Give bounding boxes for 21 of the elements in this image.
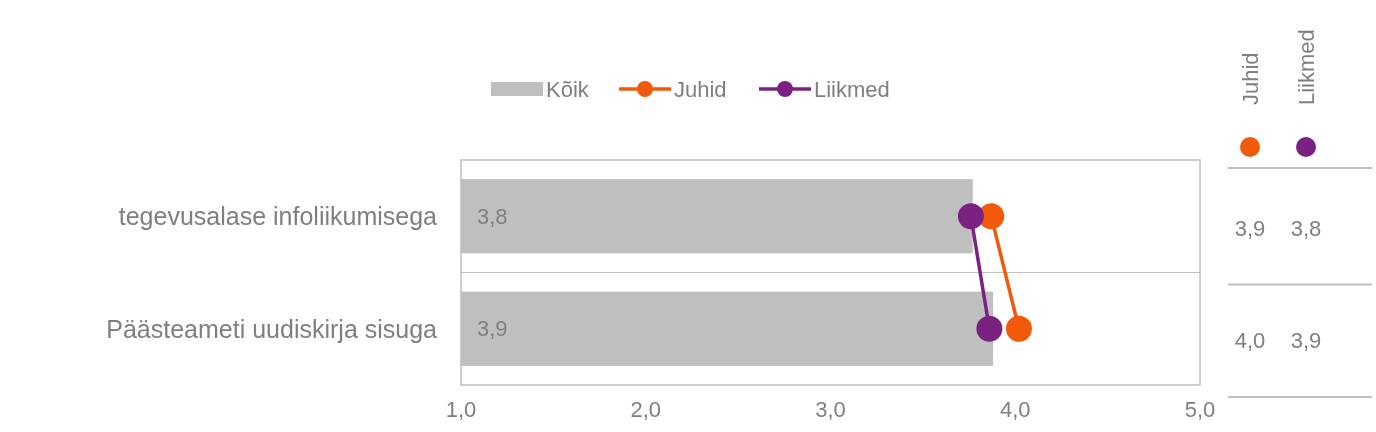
point: [1005, 315, 1032, 342]
data-label: 3,9: [1290, 328, 1322, 354]
x-tick-label: 4,0: [999, 397, 1031, 422]
data-label: 3,8: [477, 203, 508, 229]
data-label: 4,0: [1234, 328, 1266, 354]
y-tick-label: Päästeameti uudiskirja sisuga: [106, 314, 438, 343]
legend-label: Juhid: [674, 76, 727, 102]
x-tick-label: 1,0: [445, 397, 477, 422]
data-label: 3,9: [1234, 215, 1266, 241]
x-tick-label: 3,0: [815, 397, 846, 422]
data-label: 3,8: [1290, 215, 1322, 241]
point: [957, 203, 984, 230]
text: Juhid: [1238, 52, 1263, 105]
data-label: 3,9: [477, 316, 508, 342]
legend-label: Liikmed: [814, 76, 890, 102]
x-tick-label: 5,0: [1184, 397, 1216, 422]
y-tick-label: tegevusalase infoliikumisega: [118, 202, 438, 230]
legend-label: Kõik: [546, 76, 590, 102]
x-tick-label: 2,0: [630, 397, 662, 422]
point: [976, 315, 1003, 342]
text: Liikmed: [1294, 29, 1319, 105]
